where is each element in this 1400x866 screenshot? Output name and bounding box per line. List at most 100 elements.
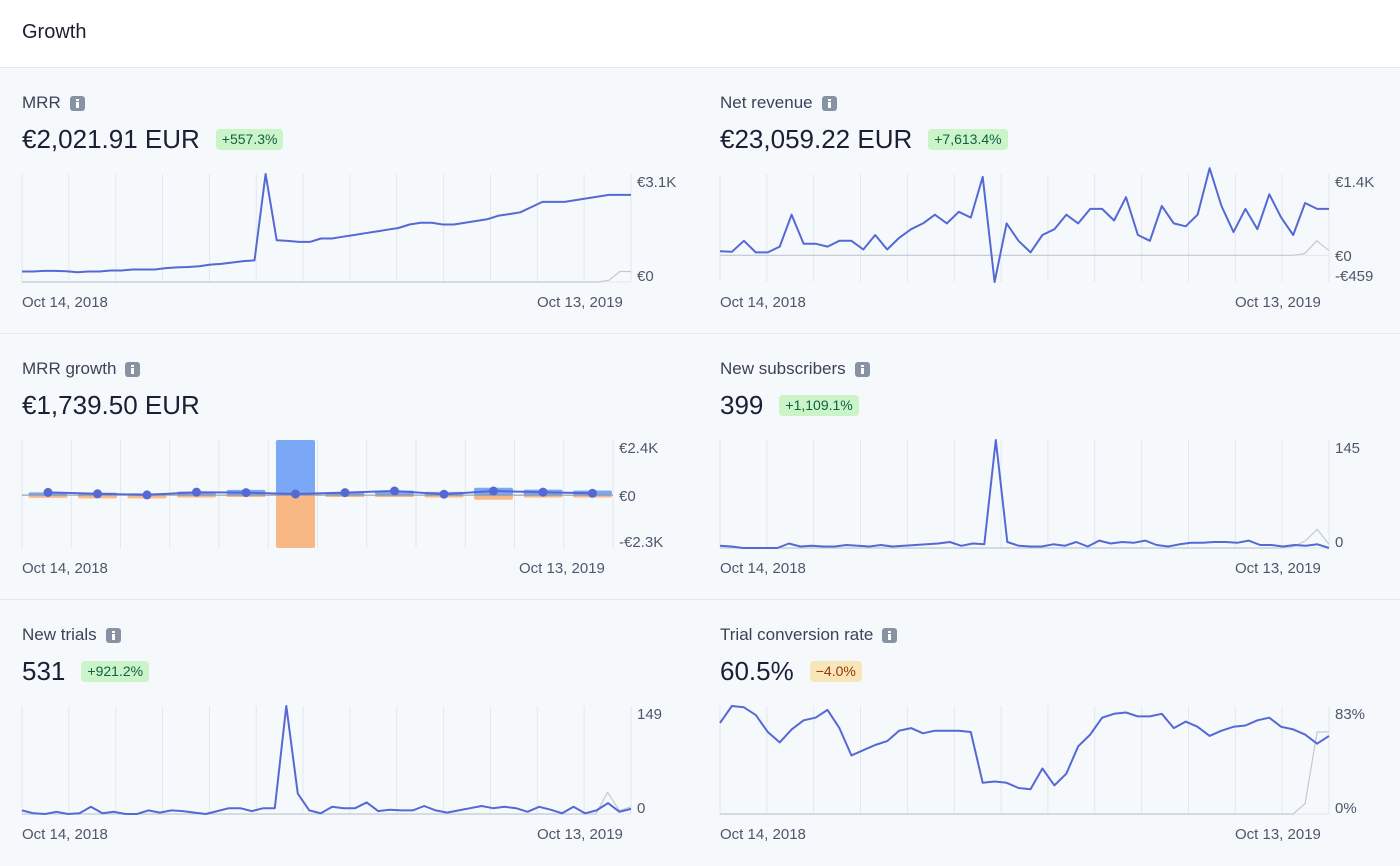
- change-badge: +557.3%: [215, 129, 284, 150]
- bar-negative: [276, 495, 315, 548]
- info-icon[interactable]: [69, 95, 85, 111]
- net-growth-point: [93, 489, 102, 499]
- x-start-label: Oct 14, 2018: [720, 560, 806, 577]
- y-tick-label: 149: [637, 706, 663, 723]
- metric-card[interactable]: New trials 531 +921.2% 149 0 Oct 14, 2018 Oct …: [0, 600, 700, 866]
- comparison-line: [720, 240, 1330, 256]
- metric-value-row: 399 +1,109.1%: [720, 390, 859, 421]
- net-growth-point: [142, 490, 152, 500]
- bar-negative: [474, 495, 513, 500]
- metric-value-row: 531 +921.2%: [22, 656, 150, 687]
- series-line: [22, 173, 631, 274]
- metric-value-row: €2,021.91 EUR +557.3%: [22, 124, 284, 155]
- metric-title: Trial conversion rate: [720, 625, 898, 645]
- info-icon[interactable]: [105, 627, 121, 643]
- x-end-label: Oct 13, 2019: [537, 294, 623, 311]
- info-icon[interactable]: [125, 361, 141, 377]
- metric-value-row: €1,739.50 EUR: [22, 390, 200, 421]
- metric-card[interactable]: Net revenue €23,059.22 EUR +7,613.4% €1.4K €…: [698, 68, 1398, 334]
- metric-title: New trials: [22, 625, 121, 645]
- net-growth-point: [192, 487, 201, 497]
- page-header: Growth: [0, 0, 1400, 68]
- net-growth-point: [241, 488, 251, 498]
- comparison-line: [720, 731, 1329, 815]
- metric-title: MRR: [22, 93, 85, 113]
- x-end-label: Oct 13, 2019: [1235, 294, 1321, 311]
- change-badge: +1,109.1%: [779, 395, 859, 416]
- net-growth-point: [489, 486, 498, 496]
- row-divider: [0, 333, 1400, 334]
- y-tick-label: €2.4K: [619, 440, 659, 457]
- metric-chart[interactable]: [0, 334, 700, 600]
- bar-positive: [276, 440, 315, 496]
- metric-value: 399: [720, 390, 764, 420]
- x-end-label: Oct 13, 2019: [1235, 560, 1321, 577]
- series-line: [719, 705, 1330, 791]
- page-title: Growth: [22, 21, 87, 43]
- metric-chart[interactable]: [698, 334, 1398, 600]
- metric-value: 60.5%: [720, 656, 794, 686]
- metric-chart[interactable]: [698, 600, 1398, 866]
- y-tick-label: €0: [619, 488, 636, 505]
- y-tick-label: 0: [637, 800, 646, 817]
- metric-card[interactable]: Trial conversion rate 60.5% −4.0% 83% 0% Oct …: [698, 600, 1398, 866]
- series-line: [719, 439, 1330, 549]
- net-growth-point: [538, 487, 548, 497]
- net-growth-point: [439, 489, 449, 499]
- change-badge: −4.0%: [809, 661, 862, 682]
- x-start-label: Oct 14, 2018: [22, 826, 108, 843]
- y-tick-label: €0: [637, 268, 654, 285]
- metric-card[interactable]: New subscribers 399 +1,109.1% 145 0 Oct 14, 2…: [698, 334, 1398, 600]
- metric-title: Net revenue: [720, 93, 837, 113]
- x-end-label: Oct 13, 2019: [537, 826, 623, 843]
- y-tick-label: €0: [1335, 248, 1352, 265]
- info-icon[interactable]: [821, 95, 837, 111]
- net-growth-line: [47, 489, 593, 496]
- x-start-label: Oct 14, 2018: [720, 294, 806, 311]
- net-growth-point: [390, 486, 399, 496]
- y-tick-label: €1.4K: [1335, 174, 1375, 191]
- metric-value-row: 60.5% −4.0%: [720, 656, 862, 687]
- y-tick-label: -€2.3K: [619, 534, 664, 551]
- x-end-label: Oct 13, 2019: [1235, 826, 1321, 843]
- metric-title: New subscribers: [720, 359, 870, 379]
- net-growth-point: [291, 489, 300, 499]
- row-divider: [0, 599, 1400, 600]
- net-growth-point: [340, 488, 350, 498]
- series-line: [21, 705, 632, 815]
- y-tick-label: €3.1K: [637, 174, 677, 191]
- metric-chart[interactable]: [0, 68, 700, 334]
- info-icon[interactable]: [854, 361, 870, 377]
- metric-card[interactable]: MRR €2,021.91 EUR +557.3% €3.1K €0 Oct 14, 20…: [0, 68, 700, 334]
- comparison-line: [720, 528, 1330, 549]
- metric-value: €2,021.91 EUR: [22, 124, 200, 154]
- y-tick-label: 0: [1335, 534, 1344, 551]
- comparison-line: [22, 270, 631, 283]
- metric-title: MRR growth: [22, 359, 141, 379]
- info-icon[interactable]: [882, 627, 898, 643]
- x-start-label: Oct 14, 2018: [22, 294, 108, 311]
- y-tick-label: 0%: [1335, 800, 1357, 817]
- change-badge: +921.2%: [81, 661, 150, 682]
- metric-title-label: MRR: [22, 93, 61, 112]
- metric-value: €1,739.50 EUR: [22, 390, 200, 420]
- x-end-label: Oct 13, 2019: [519, 560, 605, 577]
- metric-chart[interactable]: [0, 600, 700, 866]
- x-start-label: Oct 14, 2018: [720, 826, 806, 843]
- metric-title-label: Net revenue: [720, 93, 813, 112]
- metric-title-label: New trials: [22, 625, 97, 644]
- x-start-label: Oct 14, 2018: [22, 560, 108, 577]
- metric-card[interactable]: MRR growth €1,739.50 EUR €2.4K €0 -€2.3K Oct …: [0, 334, 700, 600]
- metric-value-row: €23,059.22 EUR +7,613.4%: [720, 124, 1008, 155]
- metric-title-label: MRR growth: [22, 359, 117, 378]
- y-tick-label: -€459: [1335, 268, 1374, 285]
- metric-title-label: New subscribers: [720, 359, 846, 378]
- metric-value: €23,059.22 EUR: [720, 124, 913, 154]
- y-tick-label: 145: [1335, 440, 1361, 457]
- metric-value: 531: [22, 656, 66, 686]
- metric-title-label: Trial conversion rate: [720, 625, 874, 644]
- series-line: [719, 167, 1329, 283]
- change-badge: +7,613.4%: [928, 129, 1008, 150]
- metric-chart[interactable]: [698, 68, 1398, 334]
- net-growth-point: [43, 487, 53, 497]
